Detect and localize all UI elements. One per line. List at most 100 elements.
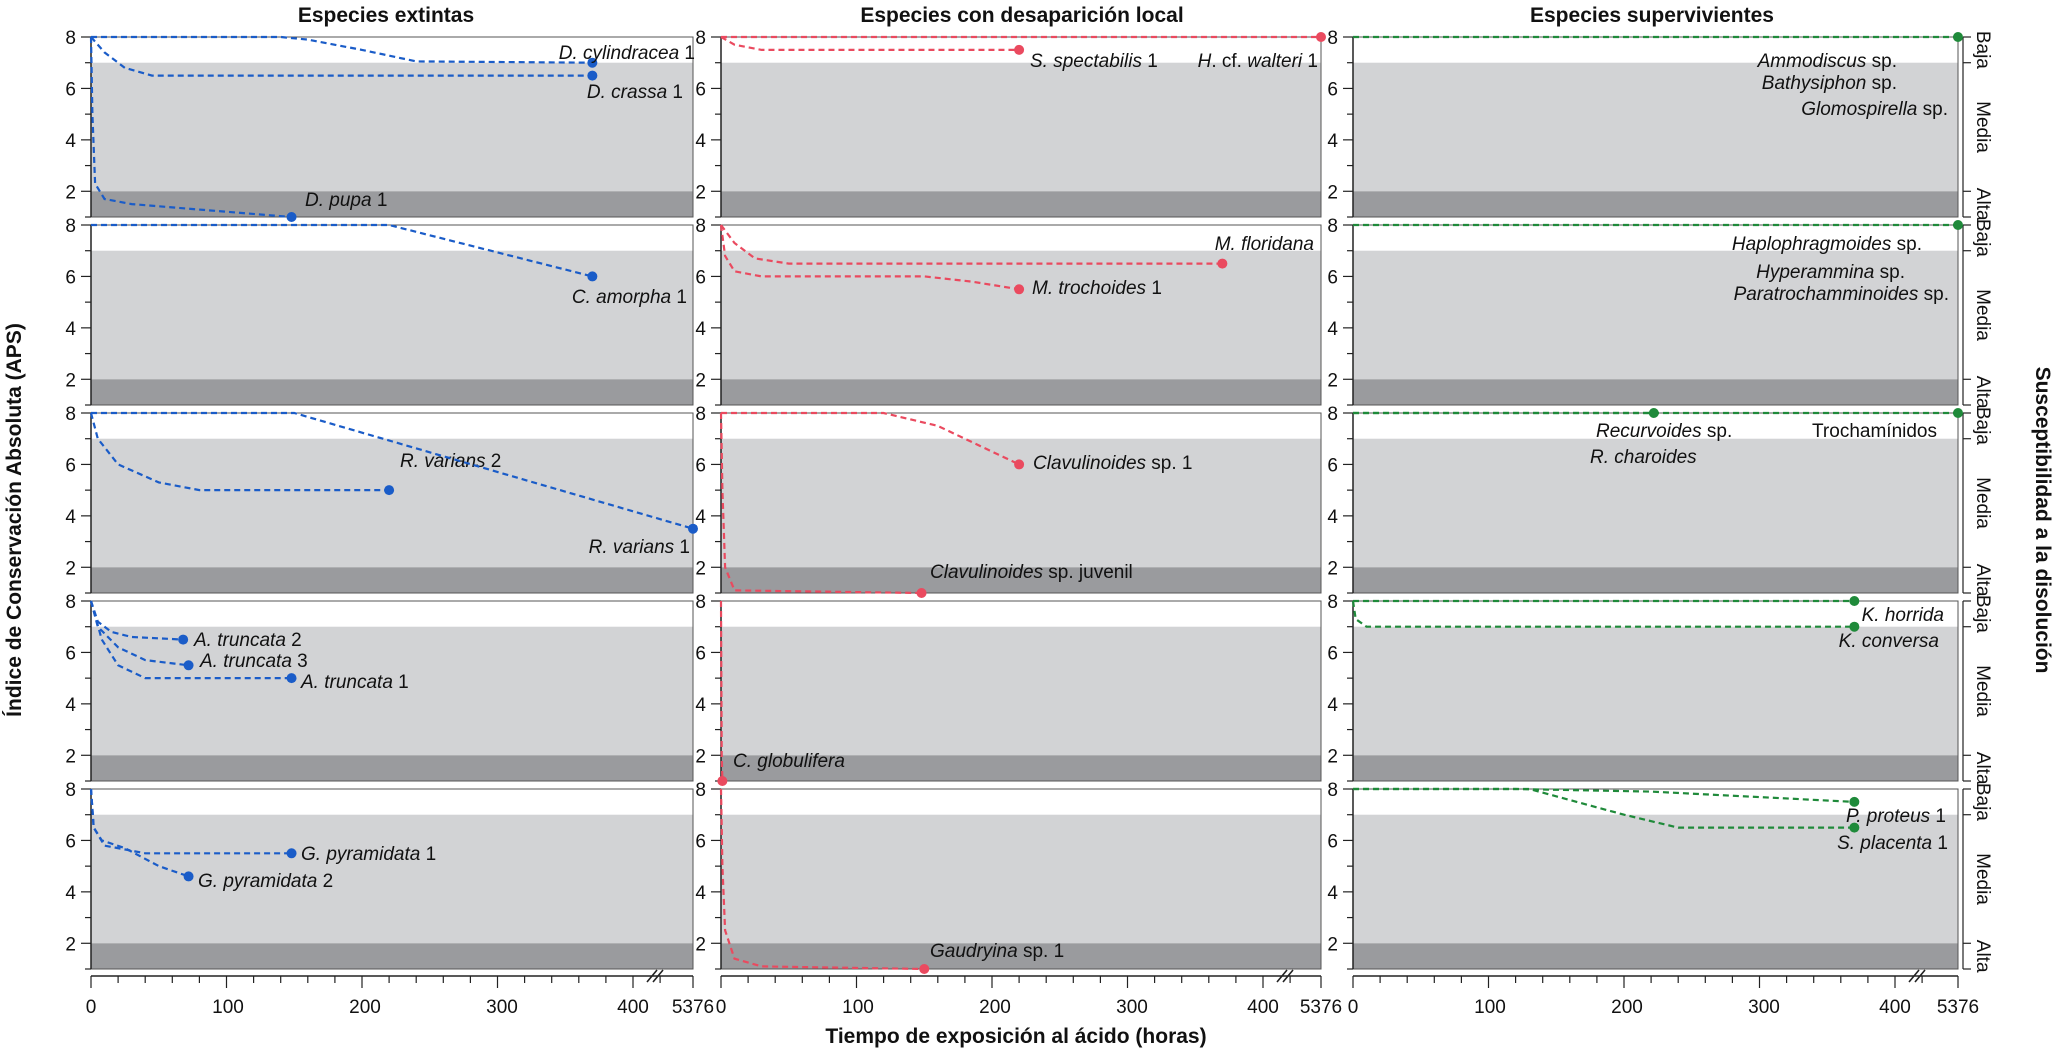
series-label-part: K. horrida — [1862, 605, 1944, 626]
series-label-part: Ammodiscus — [1757, 51, 1867, 72]
y-tick-label: 4 — [1327, 507, 1338, 528]
axis-break-mark — [652, 969, 664, 983]
y-tick-label: 2 — [1327, 934, 1338, 955]
series-point — [1014, 284, 1025, 295]
series-label-part: 1 — [667, 82, 683, 103]
zone-alta — [721, 191, 1321, 217]
x-tick-label: 5376 — [672, 997, 714, 1018]
y-tick-label: 8 — [695, 28, 706, 49]
series-label-part: A. truncata — [199, 651, 292, 672]
zone-label-alta: Alta — [1972, 188, 1993, 221]
y-tick-label: 2 — [65, 370, 76, 391]
series-label: Paratrochamminoides sp. — [1734, 284, 1949, 305]
series-label: A. truncata 1 — [300, 672, 409, 693]
series-label-part: Paratrochamminoides — [1734, 284, 1919, 305]
y-tick-label: 6 — [1327, 643, 1338, 664]
y-tick-label: 6 — [65, 455, 76, 476]
zone-baja — [91, 601, 693, 627]
series-point — [1014, 459, 1025, 470]
panel-r2-c2: 2 4 6 8 M. floridana M. trochoides 1 — [695, 216, 1322, 406]
y-tick-label: 2 — [695, 558, 706, 579]
series-label: H. cf. walteri 1 — [1198, 51, 1318, 72]
zone-label-alta: Alta — [1972, 376, 1993, 409]
y-tick-label: 2 — [1327, 746, 1338, 767]
zone-media — [721, 438, 1321, 568]
y-tick-label: 4 — [695, 131, 706, 152]
zone-media — [91, 250, 693, 380]
zone-label-baja: Baja — [1972, 219, 1993, 257]
y-tick-label: 2 — [65, 746, 76, 767]
y-tick-label: 6 — [695, 643, 706, 664]
zone-media — [1353, 250, 1958, 380]
series-point — [1217, 258, 1228, 269]
y-tick-label: 4 — [695, 695, 706, 716]
zone-media — [721, 814, 1321, 944]
panel-r2-c1: 2 4 6 8 C. amorpha 1 — [65, 216, 694, 406]
series-line — [720, 36, 1020, 52]
y-tick-label: 6 — [65, 79, 76, 100]
x-tick-label: 5376 — [1937, 997, 1979, 1018]
series-label-part: sp. — [1866, 51, 1897, 72]
series-label-part: G. pyramidata — [301, 844, 420, 865]
column-title-extintas: Especies extintas — [298, 4, 474, 27]
series-label-part: S. spectabilis — [1030, 51, 1142, 72]
y-tick-label: 2 — [65, 558, 76, 579]
series-label: Hyperammina sp. — [1756, 262, 1905, 283]
panel-r4-c2: 2 4 6 8 C. globulifera — [695, 592, 1322, 786]
series-line — [89, 412, 390, 492]
right-axis-title: Susceptibilidad a la disolución — [2031, 367, 2054, 674]
y-tick-label: 2 — [1327, 558, 1338, 579]
x-tick-label: 100 — [842, 997, 874, 1018]
series-label: Clavulinoides sp. 1 — [1033, 453, 1193, 474]
series-label-part: Recurvoides — [1596, 421, 1702, 442]
x-tick-label: 400 — [617, 997, 649, 1018]
y-tick-label: 2 — [65, 934, 76, 955]
zone-baja — [721, 413, 1321, 439]
zone-baja — [721, 225, 1321, 251]
y-tick-label: 4 — [1327, 883, 1338, 904]
series-label-part: sp. juvenil — [1043, 562, 1133, 583]
y-tick-label: 8 — [695, 404, 706, 425]
zone-label-media: Media — [1972, 665, 1993, 717]
series-point — [183, 871, 194, 882]
series-label-part: D. cylindracea — [559, 43, 679, 64]
y-tick-label: 6 — [1327, 455, 1338, 476]
x-axis-title: Tiempo de exposición al ácido (horas) — [825, 1025, 1206, 1048]
series-label: R. charoides — [1590, 447, 1697, 468]
zone-media — [91, 62, 693, 192]
series-label: A. truncata 2 — [193, 630, 302, 651]
y-tick-label: 4 — [1327, 131, 1338, 152]
y-tick-label: 4 — [695, 507, 706, 528]
y-tick-label: 4 — [65, 319, 76, 340]
series-label: D. crassa 1 — [587, 82, 683, 103]
zone-alta — [1353, 191, 1958, 217]
y-axis-title: Índice de Conservación Absoluta (APS) — [3, 323, 26, 717]
zone-media — [91, 438, 693, 568]
series-label-part: R. charoides — [1590, 447, 1697, 468]
series-label-part: sp. 1 — [1018, 941, 1064, 962]
y-tick-label: 2 — [695, 746, 706, 767]
series-point — [286, 673, 297, 684]
series-label-part: R. varians — [589, 537, 675, 558]
zone-media — [721, 626, 1321, 756]
series-label: Recurvoides sp. — [1596, 421, 1732, 442]
x-tick-label: 300 — [486, 997, 518, 1018]
zone-media — [91, 626, 693, 756]
series-label-part: 2 — [486, 451, 502, 472]
zone-label-baja: Baja — [1972, 595, 1993, 633]
zone-media — [721, 62, 1321, 192]
x-tick-label: 100 — [1474, 997, 1506, 1018]
zone-alta — [721, 755, 1321, 781]
series-label-part: sp. 1 — [1146, 453, 1192, 474]
series-line — [720, 224, 1223, 265]
zone-baja — [91, 413, 693, 439]
series-label: D. cylindracea 1 — [559, 43, 695, 64]
series-point — [286, 848, 297, 859]
series-label-part: 1 — [679, 43, 695, 64]
series-label: Bathysiphon sp. — [1762, 73, 1897, 94]
series-line — [89, 788, 189, 878]
series-line — [1351, 600, 1855, 628]
